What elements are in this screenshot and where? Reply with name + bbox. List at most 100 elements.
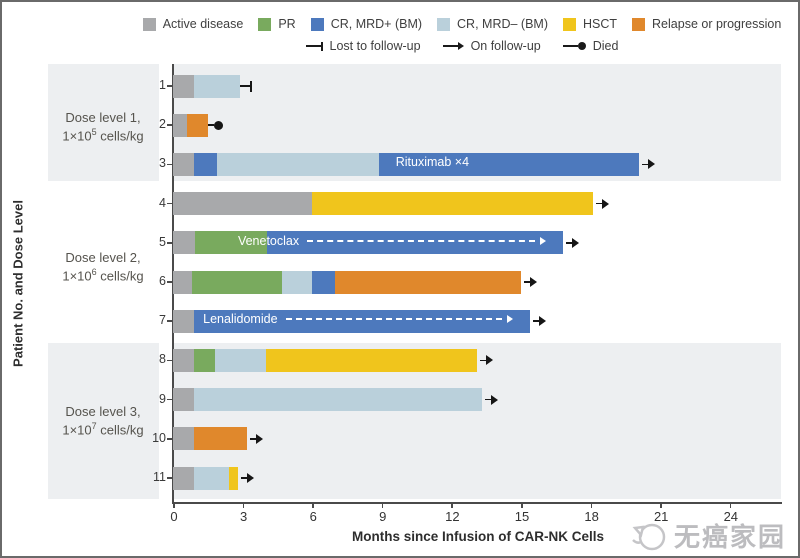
x-tick-label: 0 [170, 509, 178, 524]
marker-tail [250, 438, 257, 440]
bar-segment-active [173, 74, 194, 98]
arrow-head [457, 42, 464, 50]
mrd_pos-swatch-icon [310, 17, 324, 31]
end-marker-follow [250, 433, 264, 444]
dose-label-line1: Dose level 3, [65, 404, 141, 419]
y-tick [167, 477, 172, 479]
hsct-swatch-icon [563, 17, 576, 31]
legend-status-item: Relapse or progression [632, 17, 781, 31]
y-tick [167, 163, 172, 166]
patient-number-label: 4 [159, 195, 166, 210]
x-tick-label: 6 [309, 509, 317, 524]
end-marker-died [207, 120, 224, 130]
patient-number-label: 2 [159, 117, 166, 132]
on-follow-up-arrow-icon [571, 237, 579, 248]
marker-tail [479, 359, 486, 362]
marker-tail [442, 45, 458, 47]
legend-status-item: CR, MRD+ (BM) [310, 17, 422, 31]
bar-segment-active [173, 231, 196, 255]
patient-number-label: 5 [159, 234, 166, 249]
bar-segment-pr [195, 231, 267, 255]
patient-number-label: 7 [159, 313, 166, 328]
y-tick [167, 438, 172, 440]
patient-number-label: 8 [159, 352, 166, 367]
legend-status-label: HSCT [583, 17, 618, 31]
x-tick-label: 21 [653, 509, 669, 524]
dose-label-line2: 1×106 cells/kg [62, 266, 144, 284]
y-tick [167, 85, 172, 87]
bar-segment-mrd_neg [193, 466, 229, 490]
end-marker-follow [484, 394, 498, 405]
bar-segment-mrd_pos [193, 309, 531, 333]
legend-marker-label: Died [592, 39, 619, 53]
bar-segment-relapse [186, 113, 208, 137]
x-axis-title: Months since Infusion of CAR-NK Cells [351, 529, 604, 544]
legend-status-item: PR [258, 17, 296, 31]
bar-segment-mrd_neg [193, 388, 482, 412]
terminal-bar [320, 41, 323, 51]
bar-segment-active [173, 152, 194, 176]
y-tick [167, 202, 172, 205]
x-tick [590, 503, 593, 508]
bar-segment-active [173, 270, 192, 294]
end-marker-follow [642, 159, 656, 170]
y-tick [167, 242, 172, 244]
annotation-lenalidomide: Lenalidomide [203, 312, 514, 326]
bar-segment-active [173, 192, 313, 216]
marker-tail [562, 45, 578, 47]
pr-swatch-icon [258, 17, 272, 31]
patient-number-label: 9 [159, 391, 166, 406]
marker-tail [484, 398, 491, 401]
y-tick [167, 359, 172, 362]
watermark: 无癌家园 [629, 517, 786, 554]
x-axis-line [172, 502, 782, 504]
marker-tail [207, 124, 215, 126]
dose-label-line2: 1×107 cells/kg [62, 420, 144, 438]
annotation-rituximab-4: Rituximab ×4 [396, 155, 469, 169]
y-tick [167, 124, 172, 126]
bar-segment-mrd_neg [217, 152, 380, 176]
dose-band-label-panel [48, 64, 159, 181]
lost-to-follow-up-bar-icon [249, 80, 252, 92]
legend-row-markers: Lost to follow-up On follow-up Died [132, 39, 792, 53]
bar-segment-active [173, 466, 194, 490]
patient-number-label: 3 [159, 156, 166, 171]
marker-tail [305, 45, 321, 47]
patient-number-label: 11 [153, 470, 166, 484]
on-follow-up-arrow-icon [539, 316, 547, 327]
x-tick [521, 503, 523, 508]
bar-segment-active [173, 427, 194, 451]
marker-tail [524, 281, 530, 283]
bar-segment-mrd_neg [193, 74, 241, 98]
dose-label-line1: Dose level 2, [65, 250, 141, 265]
end-marker-follow [595, 198, 609, 209]
x-tick [381, 503, 384, 508]
x-tick [242, 503, 245, 508]
patient-number-label: 1 [159, 78, 166, 92]
annotation-dashed-line [285, 318, 503, 321]
bar-segment-active [173, 388, 194, 412]
legend-status-label: Relapse or progression [652, 17, 782, 31]
annotation-dashed-line [307, 239, 535, 242]
bar-segment-mrd_pos [193, 152, 218, 176]
bar-segment-relapse [335, 270, 521, 294]
y-tick [167, 398, 172, 401]
dose-label-line2: 1×105 cells/kg [62, 126, 144, 144]
bar-segment-mrd_pos [266, 231, 563, 255]
bar-segment-hsct [228, 466, 238, 490]
y-tick [167, 281, 172, 283]
y-axis-line [172, 64, 174, 503]
bar-segment-mrd_neg [282, 270, 313, 294]
annotation-arrow-head-icon [539, 236, 546, 245]
end-marker-follow [565, 237, 579, 248]
active-swatch-icon [142, 17, 156, 31]
died-marker-icon [562, 42, 586, 50]
x-tick [729, 503, 732, 508]
x-tick [312, 503, 314, 508]
bar-segment-mrd_neg [214, 348, 266, 372]
end-marker-follow [533, 316, 547, 327]
watermark-text: 无癌家园 [673, 522, 786, 552]
dose-label-line1: Dose level 1, [65, 110, 141, 125]
